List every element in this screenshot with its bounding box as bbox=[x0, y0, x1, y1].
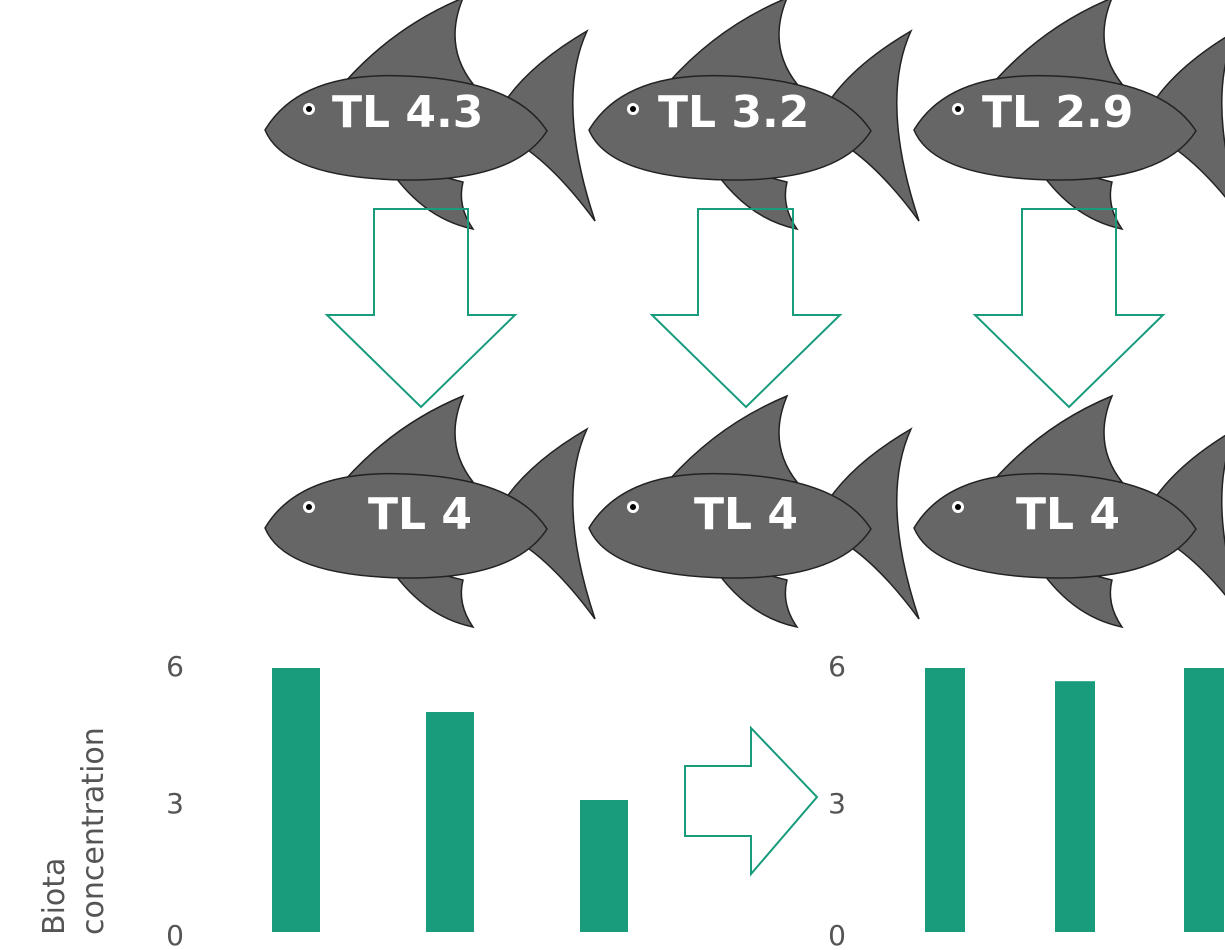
fish-bottom-3-label: TL 4 bbox=[1016, 489, 1120, 540]
y-axis-label-line-1: Biota bbox=[37, 858, 72, 935]
fish-bottom-2-label: TL 4 bbox=[694, 489, 798, 540]
fish-top-2: TL 3.2 bbox=[588, 0, 920, 230]
left-bar-3 bbox=[580, 800, 628, 932]
right-chart-bars bbox=[925, 668, 1224, 932]
down-arrow-3 bbox=[972, 208, 1166, 409]
left-ytick-6: 6 bbox=[166, 650, 184, 683]
fish-top-1: TL 4.3 bbox=[264, 0, 596, 230]
left-bar-1 bbox=[272, 668, 320, 932]
down-arrow-1 bbox=[324, 208, 518, 409]
fish-top-1-label: TL 4.3 bbox=[332, 87, 483, 138]
fish-bottom-1-label: TL 4 bbox=[368, 489, 472, 540]
right-chart-yticks: 6 3 0 bbox=[828, 650, 846, 950]
right-ytick-3: 3 bbox=[828, 787, 846, 820]
right-bar-1 bbox=[925, 668, 965, 932]
left-chart-bars bbox=[272, 668, 628, 932]
y-axis-label: Biota concentration bbox=[37, 727, 111, 935]
right-bar-2 bbox=[1055, 681, 1095, 932]
right-bar-3 bbox=[1184, 668, 1224, 932]
down-arrow-2 bbox=[649, 208, 843, 409]
left-bar-2 bbox=[426, 712, 474, 932]
fish-top-3-label: TL 2.9 bbox=[982, 87, 1133, 138]
right-ytick-6: 6 bbox=[828, 650, 846, 683]
fish-top-3: TL 2.9 bbox=[913, 0, 1225, 230]
y-axis-label-line-2: concentration bbox=[76, 727, 111, 935]
fish-bottom-2: TL 4 bbox=[588, 395, 920, 628]
fish-bottom-3: TL 4 bbox=[913, 395, 1225, 628]
right-ytick-0: 0 bbox=[828, 919, 846, 950]
left-ytick-3: 3 bbox=[166, 787, 184, 820]
left-ytick-0: 0 bbox=[166, 919, 184, 950]
right-arrow bbox=[684, 725, 819, 877]
fish-top-2-label: TL 3.2 bbox=[658, 87, 809, 138]
left-chart-yticks: 6 3 0 bbox=[166, 650, 184, 950]
fish-bottom-1: TL 4 bbox=[264, 395, 596, 628]
